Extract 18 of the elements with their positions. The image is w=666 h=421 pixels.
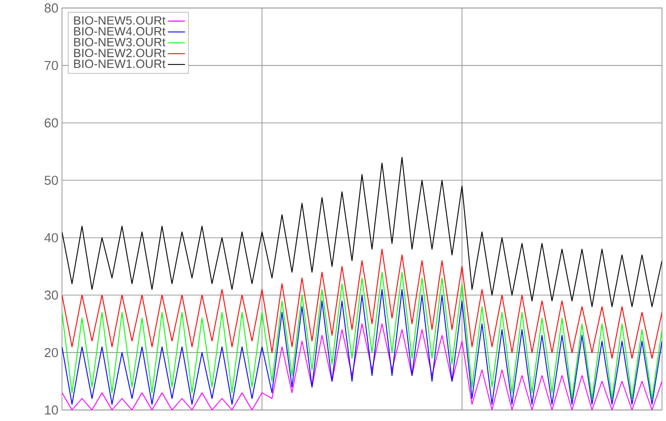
y-tick-label: 50 <box>44 176 58 185</box>
y-tick-label: 20 <box>44 348 58 358</box>
legend-label: BIO-NEW2.OURt <box>74 48 166 58</box>
y-tick-label: 30 <box>44 290 58 300</box>
line-series <box>62 323 662 410</box>
legend-label: BIO-NEW5.OURt <box>74 16 166 25</box>
y-tick-label: 60 <box>44 118 58 128</box>
legend-label: BIO-NEW4.OURt <box>74 27 166 36</box>
line-series <box>62 156 662 308</box>
line-series <box>62 272 662 399</box>
line-series <box>62 288 662 405</box>
y-tick-label: 80 <box>44 3 58 13</box>
legend-label: BIO-NEW1.OURt <box>74 60 166 68</box>
y-tick-label: 40 <box>44 233 58 242</box>
y-tick-label: 70 <box>44 60 58 70</box>
line-series <box>62 248 662 359</box>
y-tick-label: 10 <box>45 405 58 415</box>
legend-label: BIO-NEW3.OURt <box>74 38 166 46</box>
